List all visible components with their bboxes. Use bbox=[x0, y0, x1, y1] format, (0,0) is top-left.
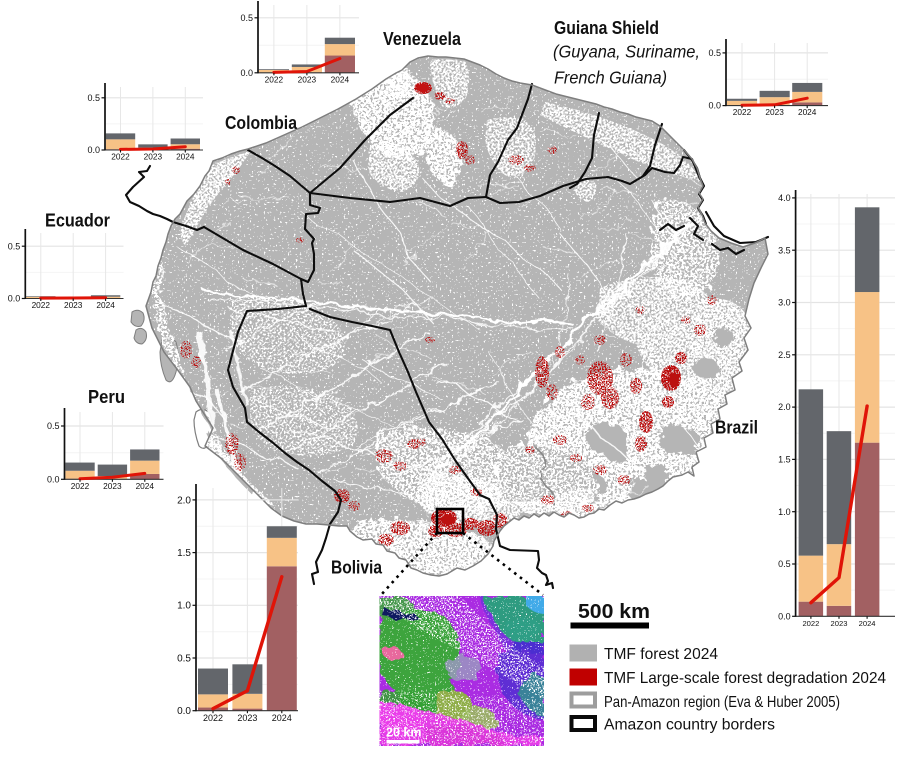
svg-text:2022: 2022 bbox=[802, 619, 819, 628]
svg-text:Venezuela: Venezuela bbox=[383, 28, 462, 49]
svg-text:3.0: 3.0 bbox=[778, 298, 791, 308]
svg-text:2023: 2023 bbox=[103, 481, 122, 491]
svg-text:0.5: 0.5 bbox=[708, 48, 721, 58]
svg-text:0.0: 0.0 bbox=[177, 706, 191, 717]
svg-text:0.0: 0.0 bbox=[8, 294, 21, 304]
svg-text:0.0: 0.0 bbox=[778, 611, 791, 621]
svg-text:Amazon country borders: Amazon country borders bbox=[604, 717, 775, 734]
svg-text:2024: 2024 bbox=[798, 107, 817, 117]
svg-text:2022: 2022 bbox=[265, 74, 284, 84]
svg-text:French Guiana): French Guiana) bbox=[554, 68, 667, 88]
svg-text:2022: 2022 bbox=[203, 713, 223, 723]
svg-text:2024: 2024 bbox=[176, 152, 195, 162]
svg-text:500 km: 500 km bbox=[578, 601, 650, 623]
svg-text:0.0: 0.0 bbox=[87, 145, 100, 155]
svg-text:2.0: 2.0 bbox=[177, 495, 191, 506]
svg-text:2024: 2024 bbox=[136, 481, 155, 491]
svg-text:2023: 2023 bbox=[831, 619, 848, 628]
svg-text:Pan-Amazon region (Eva & Huber: Pan-Amazon region (Eva & Huber 2005) bbox=[604, 694, 840, 711]
svg-text:2024: 2024 bbox=[96, 300, 115, 310]
svg-text:2023: 2023 bbox=[298, 74, 317, 84]
svg-text:2023: 2023 bbox=[64, 300, 83, 310]
svg-text:4.0: 4.0 bbox=[778, 193, 791, 203]
svg-text:0.5: 0.5 bbox=[47, 421, 60, 431]
svg-text:1.0: 1.0 bbox=[177, 601, 191, 612]
svg-text:TMF forest 2024: TMF forest 2024 bbox=[604, 646, 718, 663]
svg-text:TMF Large-scale forest degrada: TMF Large-scale forest degradation 2024 bbox=[604, 670, 886, 687]
svg-text:0.0: 0.0 bbox=[47, 474, 60, 484]
svg-text:2023: 2023 bbox=[144, 152, 163, 162]
svg-text:2023: 2023 bbox=[237, 713, 257, 723]
svg-text:2024: 2024 bbox=[272, 713, 292, 723]
svg-text:2022: 2022 bbox=[111, 152, 130, 162]
svg-text:2024: 2024 bbox=[331, 74, 350, 84]
svg-text:Bolivia: Bolivia bbox=[331, 558, 383, 578]
svg-text:2022: 2022 bbox=[733, 107, 752, 117]
svg-text:1.5: 1.5 bbox=[177, 548, 191, 559]
svg-text:2022: 2022 bbox=[71, 481, 90, 491]
svg-text:0.0: 0.0 bbox=[708, 101, 721, 111]
svg-text:(Guyana, Suriname,: (Guyana, Suriname, bbox=[553, 42, 700, 62]
svg-text:Ecuador: Ecuador bbox=[45, 211, 110, 231]
svg-text:2.0: 2.0 bbox=[778, 402, 791, 412]
svg-text:20 km: 20 km bbox=[386, 726, 421, 740]
svg-text:2.5: 2.5 bbox=[778, 350, 791, 360]
svg-text:Colombia: Colombia bbox=[225, 113, 298, 133]
svg-text:1.5: 1.5 bbox=[778, 455, 791, 465]
svg-text:0.5: 0.5 bbox=[8, 241, 21, 251]
svg-text:2024: 2024 bbox=[859, 619, 876, 628]
svg-text:Brazil: Brazil bbox=[715, 418, 758, 438]
svg-text:Peru: Peru bbox=[88, 387, 125, 407]
svg-text:1.0: 1.0 bbox=[778, 507, 791, 517]
svg-text:0.5: 0.5 bbox=[87, 93, 100, 103]
svg-text:0.0: 0.0 bbox=[240, 68, 253, 78]
svg-text:0.5: 0.5 bbox=[778, 559, 791, 569]
svg-text:2022: 2022 bbox=[32, 300, 51, 310]
svg-text:3.5: 3.5 bbox=[778, 245, 791, 255]
svg-text:Guiana Shield: Guiana Shield bbox=[554, 18, 659, 38]
svg-text:2023: 2023 bbox=[765, 107, 784, 117]
svg-text:0.5: 0.5 bbox=[177, 653, 191, 664]
svg-text:0.5: 0.5 bbox=[240, 13, 253, 23]
